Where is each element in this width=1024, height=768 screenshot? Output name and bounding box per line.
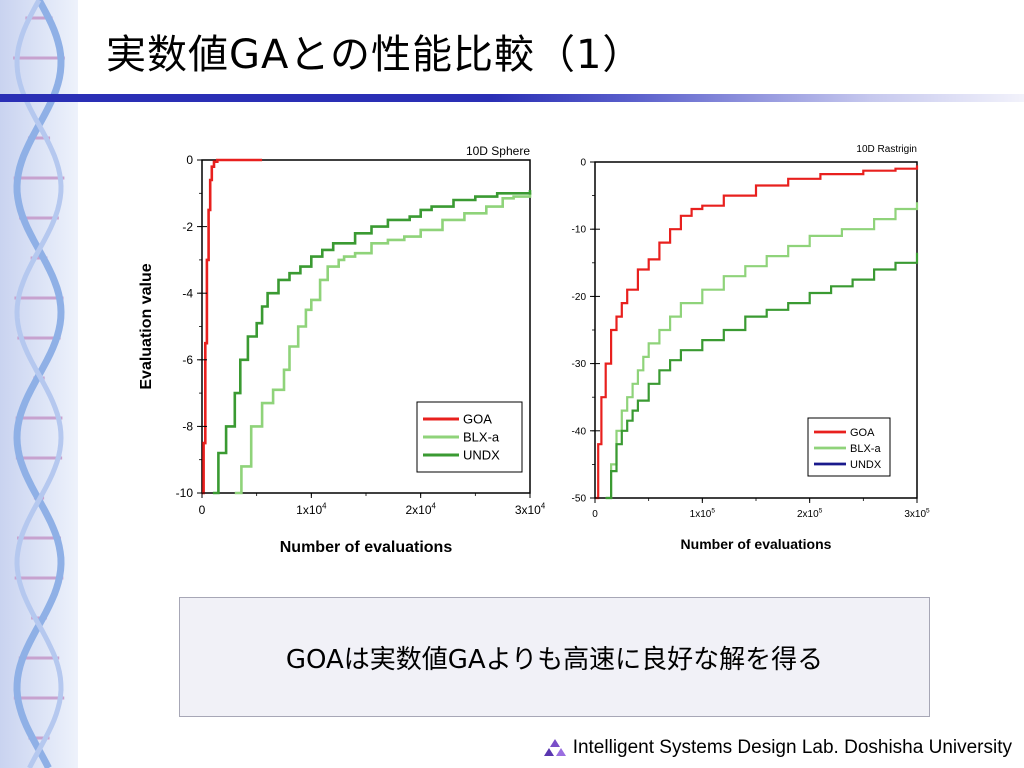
dna-strand (14, 0, 64, 768)
y-tick-label: 0 (186, 153, 193, 167)
series-line-blx-a (234, 193, 532, 495)
y-tick-label: -10 (176, 486, 194, 500)
x-tick-label: 2x105 (797, 508, 823, 521)
conclusion-text: GOAは実数値GAよりも高速に良好な解を得る (285, 644, 824, 675)
series-line-undx (212, 190, 532, 495)
x-tick-label: 1x105 (690, 508, 716, 521)
title-rule (0, 94, 1024, 102)
x-axis-label: Number of evaluations (280, 539, 453, 556)
series-line-undx (605, 252, 919, 500)
x-tick-label: 2x104 (405, 502, 436, 517)
y-tick-label: -8 (182, 420, 193, 434)
series-line-goa (596, 165, 919, 500)
sphere-chart-svg: 0 -2 -4 -6 -8 -10 0 1x104 2x104 3x104 10D Sphere Nu… (138, 144, 546, 556)
left-decorative-band (0, 0, 78, 768)
y-tick-label: -10 (572, 225, 587, 236)
sphere-chart: 0 -2 -4 -6 -8 -10 0 1x104 2x104 3x104 10D Sphere Nu… (130, 136, 560, 566)
series-line-blx-a (605, 202, 919, 500)
legend-label: GOA (463, 412, 492, 427)
y-tick-label: -40 (572, 426, 587, 437)
chart-title: 10D Rastrigin (856, 144, 917, 155)
x-tick-label: 0 (592, 509, 598, 520)
x-tick-label: 1x104 (296, 502, 327, 517)
legend-label: GOA (850, 427, 875, 439)
y-axis-label: Evaluation value (138, 263, 155, 389)
y-tick-label: -30 (572, 359, 587, 370)
y-tick-label: -4 (182, 286, 193, 300)
legend-label: UNDX (463, 448, 500, 463)
dna-strand (13, 0, 65, 768)
x-axis-label: Number of evaluations (681, 536, 832, 552)
y-tick-label: -50 (572, 494, 587, 505)
conclusion-box: GOAは実数値GAよりも高速に良好な解を得る (179, 597, 930, 717)
legend-label: BLX-a (463, 430, 500, 445)
footer: Intelligent Systems Design Lab. Doshisha… (543, 737, 1012, 759)
x-tick-label: 3x105 (904, 508, 930, 521)
y-tick-label: -20 (572, 292, 587, 303)
legend-label: BLX-a (850, 443, 881, 455)
y-tick-label: -2 (182, 220, 193, 234)
y-tick-label: -6 (182, 353, 193, 367)
x-tick-label: 3x104 (515, 502, 546, 517)
slide-title: 実数値GAとの性能比較（1） (106, 32, 644, 78)
footer-text: Intelligent Systems Design Lab. Doshisha… (572, 737, 1012, 758)
chart-title: 10D Sphere (466, 144, 530, 158)
y-tick-label: 0 (580, 158, 586, 169)
rastrigin-chart: 0 -10 -20 -30 -40 -50 0 1x105 2x105 3x105 10D Rast… (560, 136, 940, 566)
lab-logo-icon (543, 739, 566, 756)
x-tick-label: 0 (199, 503, 206, 517)
series-line-goa (202, 158, 263, 495)
dna-helix-decoration (13, 0, 65, 768)
legend-label: UNDX (850, 459, 882, 471)
rastrigin-chart-svg: 0 -10 -20 -30 -40 -50 0 1x105 2x105 3x105 10D Rast… (572, 144, 930, 552)
